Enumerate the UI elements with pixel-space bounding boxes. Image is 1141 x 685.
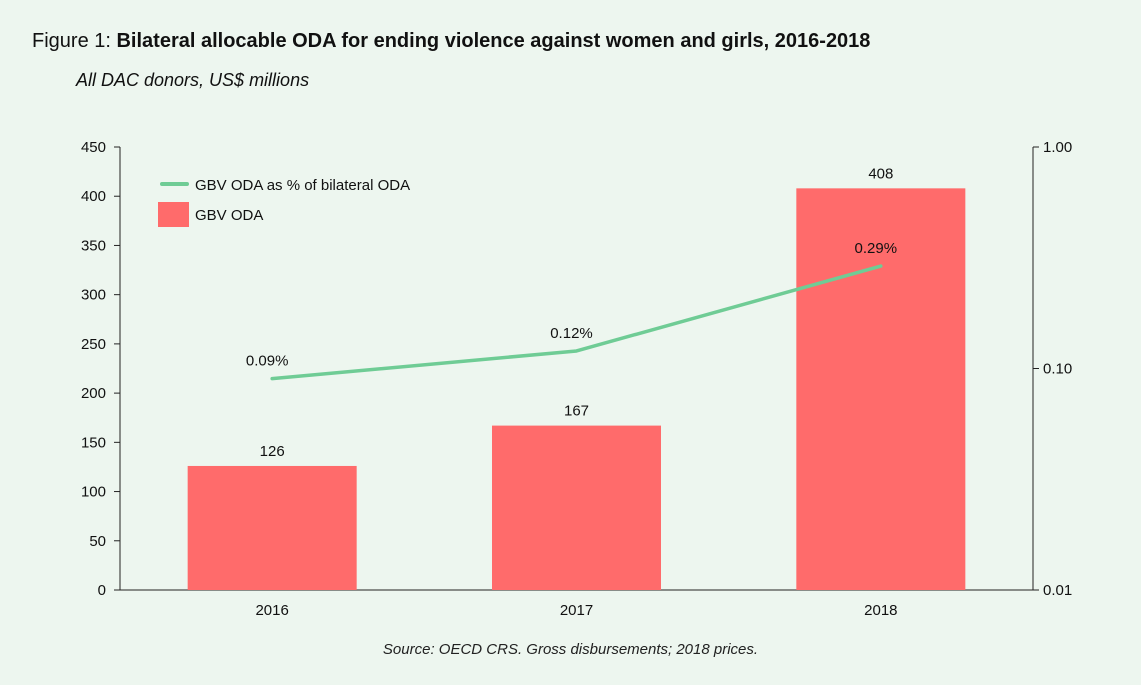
legend-bar-label: GBV ODA	[195, 207, 263, 224]
right-axis-tick-label: 1.00	[1043, 139, 1072, 156]
bar-gbv-oda	[187, 465, 357, 590]
left-axis-tick-label: 150	[81, 434, 106, 451]
left-axis-tick-label: 400	[81, 188, 106, 205]
line-data-label: 0.12%	[550, 325, 593, 342]
left-axis-tick-label: 250	[81, 336, 106, 353]
x-axis-tick-label: 2018	[864, 602, 897, 619]
bar-data-label: 167	[564, 403, 589, 420]
figure-title: Bilateral allocable ODA for ending viole…	[116, 30, 871, 52]
left-axis-tick-label: 100	[81, 484, 106, 501]
left-axis-tick-label: 50	[89, 533, 106, 550]
left-axis-tick-label: 300	[81, 287, 106, 304]
bar-data-label: 408	[868, 165, 893, 182]
x-axis-tick-label: 2016	[255, 602, 288, 619]
bar-gbv-oda	[492, 425, 661, 590]
legend-bar-swatch	[158, 202, 189, 227]
right-axis-tick-label: 0.01	[1043, 582, 1072, 599]
line-data-label: 0.29%	[855, 240, 898, 257]
chart-title: Figure 1: Bilateral allocable ODA for en…	[32, 30, 870, 53]
chart-source-note: Source: OECD CRS. Gross disbursements; 2…	[382, 641, 759, 658]
left-axis-tick-label: 0	[98, 582, 106, 599]
x-axis-tick-label: 2017	[560, 602, 593, 619]
legend-line-label: GBV ODA as % of bilateral ODA	[195, 177, 410, 194]
line-data-label: 0.09%	[246, 353, 289, 370]
chart-subtitle: All DAC donors, US$ millions	[76, 70, 310, 90]
left-axis-tick-label: 350	[81, 237, 106, 254]
line-gbv-share	[270, 264, 883, 381]
left-axis-tick-label: 450	[81, 139, 106, 156]
right-axis-tick-label: 0.10	[1043, 361, 1072, 378]
bar-data-label: 126	[260, 443, 285, 460]
figure-prefix: Figure 1:	[32, 30, 117, 52]
left-axis-tick-label: 200	[81, 385, 106, 402]
bar-gbv-oda	[796, 188, 966, 590]
